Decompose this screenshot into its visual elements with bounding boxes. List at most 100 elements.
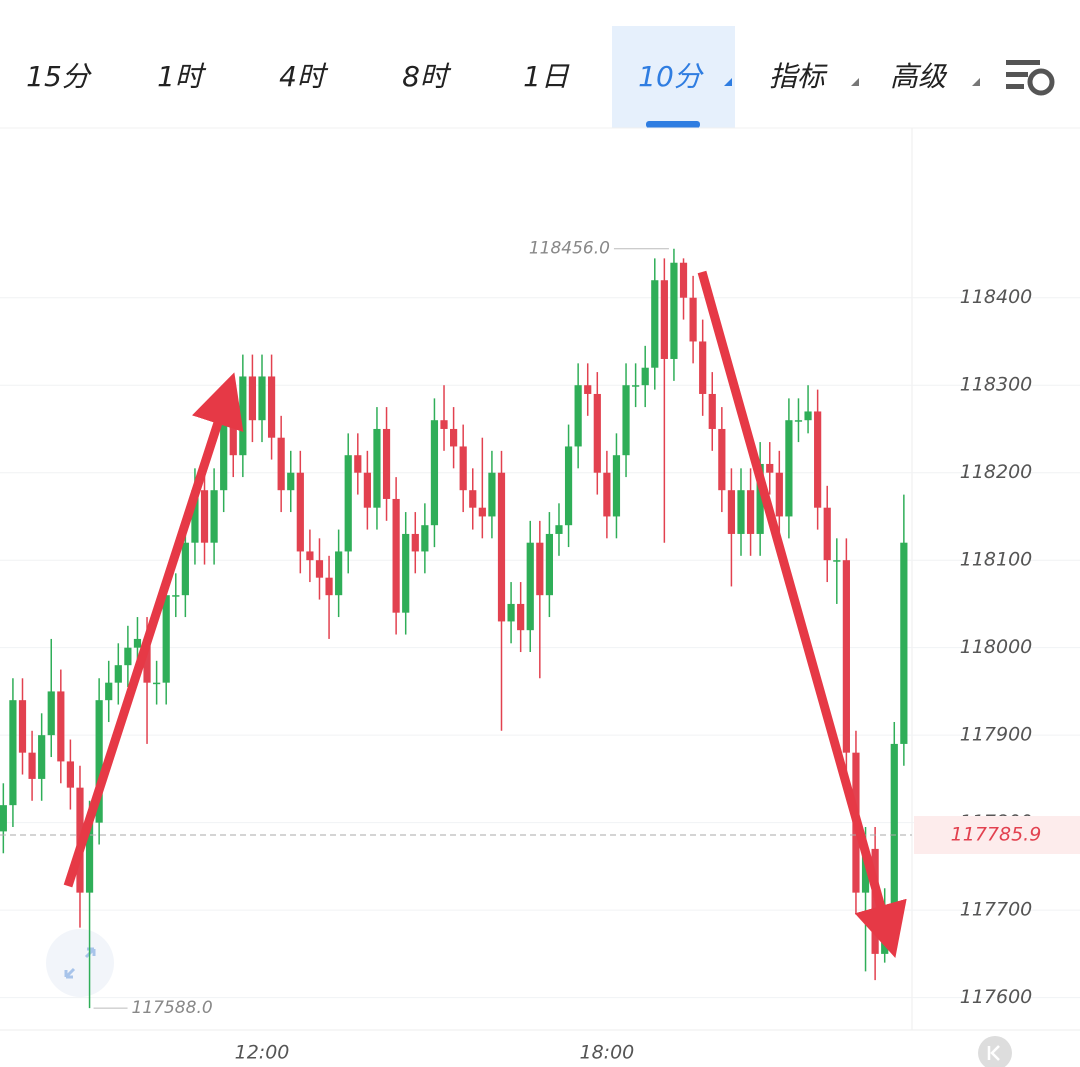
y-tick-label: 117700 xyxy=(960,899,1033,921)
candle-body xyxy=(689,297,697,342)
candle-body xyxy=(459,446,467,491)
candle-body xyxy=(842,560,850,753)
tab[interactable]: 高级 xyxy=(890,60,948,93)
candle-body xyxy=(38,735,46,779)
candle-body xyxy=(679,262,688,298)
candle-body xyxy=(430,420,439,526)
annotation-arrow xyxy=(697,270,907,958)
tab[interactable]: 1时 xyxy=(157,60,207,93)
candle-body xyxy=(373,428,381,508)
candle-body xyxy=(593,393,601,473)
candle-body xyxy=(737,490,745,534)
candle-body xyxy=(172,595,180,597)
candle-body xyxy=(95,700,103,823)
y-tick-label: 118200 xyxy=(960,461,1033,483)
candle-body xyxy=(181,542,189,596)
candle-body xyxy=(814,411,822,508)
active-tab-bg xyxy=(612,26,735,128)
last-price-label: 117785.9 xyxy=(951,823,1042,845)
candle-body xyxy=(488,472,496,517)
tab[interactable]: 1日 xyxy=(523,60,570,93)
candle-body xyxy=(277,437,285,491)
candle-body xyxy=(402,533,410,613)
candle-body xyxy=(670,262,678,359)
candle-body xyxy=(497,472,506,622)
low-label: 117588.0 xyxy=(132,998,213,1018)
candle-body xyxy=(536,542,544,596)
candle-body xyxy=(785,420,793,517)
candle-body xyxy=(0,805,7,832)
candle-body xyxy=(641,367,649,386)
candle-body xyxy=(651,280,659,368)
candle-body xyxy=(344,455,352,552)
candle-body xyxy=(306,551,314,561)
candle-body xyxy=(469,490,477,508)
last-price-box xyxy=(914,815,1080,854)
y-tick-label: 118000 xyxy=(960,636,1033,658)
active-tab-indicator xyxy=(646,121,700,128)
tab[interactable]: 15分 xyxy=(26,60,93,93)
candle-body xyxy=(162,595,170,683)
candle-body xyxy=(900,542,908,744)
candle-body xyxy=(18,700,27,753)
candle-body xyxy=(105,682,113,701)
candle-body xyxy=(229,411,237,456)
candle-body xyxy=(9,700,17,806)
x-tick-label: 12:00 xyxy=(235,1042,290,1064)
candle-body xyxy=(47,691,55,736)
candle-body xyxy=(411,533,419,552)
candle-body xyxy=(823,507,831,561)
candle-body xyxy=(555,525,563,534)
scroll-end-button[interactable] xyxy=(978,1036,1012,1067)
candle-body xyxy=(622,385,630,456)
candle-body xyxy=(392,498,400,613)
candle-body xyxy=(450,428,458,447)
candle-body xyxy=(28,752,36,779)
candle-body xyxy=(248,376,257,421)
candle-body xyxy=(153,682,161,685)
candle-body xyxy=(287,472,295,491)
zoom-button[interactable] xyxy=(46,929,114,997)
candle-body xyxy=(727,490,736,534)
candle-body xyxy=(890,743,898,911)
tab[interactable]: 4时 xyxy=(279,60,329,93)
y-tick-label: 118300 xyxy=(960,374,1033,396)
candle-body xyxy=(804,411,812,421)
tab[interactable]: 10分 xyxy=(638,60,705,93)
candle-body xyxy=(124,647,132,666)
dropdown-caret xyxy=(724,78,732,86)
annotation-arrow xyxy=(63,372,244,888)
candle-body xyxy=(143,638,151,683)
candle-body xyxy=(507,603,515,622)
candle-body xyxy=(440,420,448,429)
candle-body xyxy=(220,411,228,491)
y-tick-label: 117600 xyxy=(960,986,1033,1008)
candle-body xyxy=(746,490,755,534)
candle-body xyxy=(775,472,783,517)
tab[interactable]: 8时 xyxy=(402,60,452,93)
candle-body xyxy=(478,507,486,517)
candle-body xyxy=(574,385,582,447)
tab[interactable]: 指标 xyxy=(769,60,828,93)
candle-body xyxy=(267,376,276,438)
candle-body xyxy=(421,525,429,552)
candle-body xyxy=(210,490,218,543)
candle-body xyxy=(354,455,362,473)
candle-body xyxy=(517,603,525,631)
candle-body xyxy=(133,638,142,648)
candle-body xyxy=(708,393,716,429)
candle-body xyxy=(861,848,870,893)
candle-body xyxy=(660,280,668,359)
candle-body xyxy=(382,428,391,499)
candle-body xyxy=(632,385,640,387)
candle-body xyxy=(526,542,534,631)
settings-icon[interactable] xyxy=(1006,60,1055,96)
candle-body xyxy=(315,560,324,578)
y-tick-label: 118100 xyxy=(960,549,1033,571)
candle-body xyxy=(603,472,611,517)
candle-body xyxy=(756,463,764,534)
candle-body xyxy=(296,472,304,552)
candle-body xyxy=(363,472,371,508)
